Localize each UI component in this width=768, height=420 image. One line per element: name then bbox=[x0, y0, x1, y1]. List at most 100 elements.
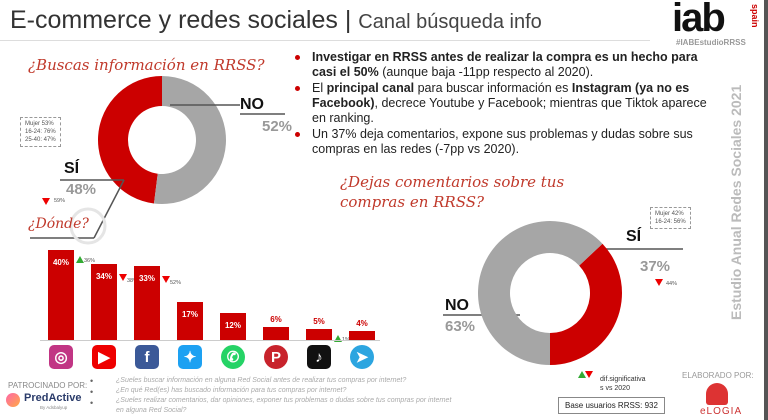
legend-line: s vs 2020 bbox=[600, 385, 630, 392]
donde-heading: ¿Dónde? bbox=[28, 216, 89, 232]
bullet-list: Investigar en RRSS antes de realizar la … bbox=[290, 50, 720, 158]
bar-twitter bbox=[177, 301, 203, 340]
bullet-item: Un 37% deja comentarios, expone sus prob… bbox=[290, 127, 720, 157]
bullet-text: para buscar información es bbox=[414, 81, 572, 95]
bar-pinterest bbox=[263, 326, 289, 340]
sponsor-label: PATROCINADO POR: bbox=[8, 381, 88, 390]
elogia-logo-icon bbox=[706, 383, 728, 405]
q1-question: ¿Buscas información en RRSS? bbox=[28, 56, 265, 74]
down-arrow-icon bbox=[119, 273, 127, 281]
q2-no-label: NO bbox=[445, 297, 469, 314]
bullet-bold: Instagram (ya no es Facebook) bbox=[312, 81, 690, 110]
pinterest-icon: P bbox=[264, 345, 288, 369]
q2-no-pct: 63% bbox=[445, 318, 476, 335]
q2-donut bbox=[478, 220, 622, 365]
bullet-bold: principal canal bbox=[326, 81, 415, 95]
bullet-item: El principal canal para buscar informaci… bbox=[290, 81, 720, 126]
iab-logo: iab bbox=[672, 0, 726, 40]
q2-question-line2: compras en RRSS? bbox=[340, 193, 485, 211]
whatsapp-icon: ✆ bbox=[221, 345, 245, 369]
bar-label: 34% bbox=[95, 271, 112, 281]
bar-prev-value: 52% bbox=[170, 279, 182, 286]
q1-prev: 59% bbox=[54, 198, 66, 204]
bar-chart: 40% 36% ◎ 34% 38% ▶ 33% 52% f 17% ✦ 12% ✆ 6% P 5% 1% ♪ 4% ➤ bbox=[48, 250, 375, 369]
bar-tiktok bbox=[306, 328, 332, 340]
q2-yes-pct: 37% bbox=[640, 258, 671, 275]
telegram-icon: ➤ bbox=[350, 345, 374, 369]
bullet-text: , decrece Youtube y Facebook; mientras q… bbox=[312, 96, 707, 125]
tiktok-icon: ♪ bbox=[307, 345, 331, 369]
legend: dif.significativa s vs 2020 bbox=[600, 375, 646, 393]
q1-no-pct: 52% bbox=[262, 118, 293, 135]
sponsor-name: PredActive bbox=[24, 392, 82, 404]
bar-label: 12% bbox=[224, 321, 241, 330]
bar-facebook bbox=[134, 265, 160, 340]
bullet-bold: Investigar en RRSS antes de realizar la … bbox=[312, 50, 698, 79]
bullet-item: Investigar en RRSS antes de realizar la … bbox=[290, 50, 720, 80]
hashtag: #IABEstudioRRSS bbox=[676, 38, 746, 47]
title-subtitle: Canal búsqueda info bbox=[358, 11, 542, 33]
instagram-icon: ◎ bbox=[49, 345, 73, 369]
legend-line: dif.significativa bbox=[600, 376, 646, 383]
q1-yes-slice bbox=[97, 76, 162, 204]
bullet-text: El bbox=[312, 81, 327, 95]
title-separator: | bbox=[344, 6, 352, 34]
vertical-label: Estudio Anual Redes Sociales 2021 bbox=[728, 84, 744, 320]
q1-yes-label: SÍ bbox=[64, 160, 80, 177]
tooltip-line: Mujer 53% bbox=[25, 121, 54, 127]
q1-no-slice bbox=[153, 76, 226, 204]
q2-prev: 44% bbox=[666, 281, 678, 287]
down-arrow-icon bbox=[162, 275, 170, 283]
q2-tooltip: Mujer 42% 16-24: 56% bbox=[650, 207, 691, 229]
iab-logo-sub: spain bbox=[750, 4, 760, 28]
right-border bbox=[764, 0, 768, 420]
q1-donut bbox=[97, 76, 240, 204]
base-box: Base usuarios RRSS: 932 bbox=[558, 397, 665, 414]
bar-youtube bbox=[91, 263, 117, 340]
q2-no-slice bbox=[478, 220, 603, 365]
made-by-label: ELABORADO POR: bbox=[682, 371, 754, 380]
maker-name: eLOGIA bbox=[700, 406, 743, 417]
tooltip-line: 25-40: 47% bbox=[25, 137, 56, 143]
bar-label: 40% bbox=[52, 258, 69, 267]
page-title: E-commerce y redes sociales | Canal búsq… bbox=[10, 6, 542, 35]
tooltip-line: 16-24: 56% bbox=[655, 219, 686, 225]
bar-instagram bbox=[48, 250, 74, 340]
bar-label: 6% bbox=[270, 314, 282, 324]
youtube-icon: ▶ bbox=[92, 345, 116, 369]
chart-baseline bbox=[40, 340, 380, 341]
up-arrow-icon bbox=[76, 256, 84, 263]
bar-prev-value: 38% bbox=[127, 277, 139, 284]
bar-whatsapp bbox=[220, 313, 246, 340]
bullet-text: Un 37% deja comentarios, expone sus prob… bbox=[312, 127, 693, 156]
q2-yes-slice bbox=[550, 243, 622, 365]
up-arrow-icon bbox=[334, 334, 342, 342]
footer-dots: • • • bbox=[90, 376, 94, 408]
q2-yes-label: SÍ bbox=[626, 228, 642, 245]
down-arrow-icon bbox=[585, 371, 593, 378]
down-arrow-icon bbox=[42, 198, 50, 205]
footer-question: ¿Sueles realizar comentarios, dar opinio… bbox=[116, 397, 452, 414]
bullet-text: (aunque baja -11pp respecto al 2020). bbox=[378, 65, 594, 79]
bar-prev-value: 1% bbox=[342, 337, 350, 343]
bar-prev-value: 36% bbox=[84, 258, 96, 264]
q2-question-line1: ¿Dejas comentarios sobre tus bbox=[340, 173, 565, 191]
divider bbox=[0, 40, 650, 41]
footer-question: ¿Sueles buscar información en alguna Red… bbox=[116, 377, 407, 384]
sponsor-sub: By Adsbalyup bbox=[40, 405, 68, 410]
tooltip-line: 16-24: 76% bbox=[25, 129, 56, 135]
facebook-icon: f bbox=[135, 345, 159, 369]
bar-label: 17% bbox=[181, 309, 198, 319]
bar-label: 4% bbox=[356, 319, 368, 328]
footer-question: ¿En qué Red(es) has buscado información … bbox=[116, 387, 347, 394]
predactive-logo-icon bbox=[6, 393, 20, 407]
twitter-icon: ✦ bbox=[178, 345, 202, 369]
q1-yes-pct: 48% bbox=[66, 181, 97, 198]
tooltip-line: Mujer 42% bbox=[655, 211, 684, 217]
title-main: E-commerce y redes sociales bbox=[10, 6, 338, 34]
q1-no-label: NO bbox=[240, 96, 264, 113]
bar-label: 33% bbox=[138, 273, 155, 283]
bar-label: 5% bbox=[313, 316, 325, 326]
bar-telegram bbox=[349, 331, 375, 340]
footer-questions: ¿Sueles buscar información en alguna Red… bbox=[116, 376, 456, 416]
